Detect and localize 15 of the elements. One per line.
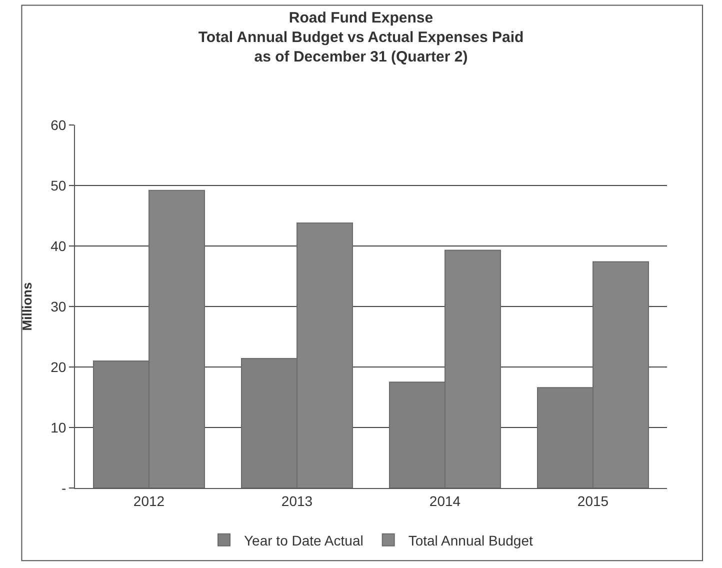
y-tick-label: 30 <box>50 298 66 314</box>
legend-label: Total Annual Budget <box>408 532 533 548</box>
y-axis-title: Millions <box>20 282 35 331</box>
y-tick-label: 40 <box>50 238 66 254</box>
x-tick-label: 2014 <box>429 492 461 509</box>
x-tick-label: 2015 <box>577 492 609 509</box>
x-tick-label: 2012 <box>133 492 165 509</box>
y-tick-label: 10 <box>50 419 66 436</box>
y-tick-label: 20 <box>50 358 66 375</box>
y-tick-label: 50 <box>50 177 66 194</box>
chart-title: Road Fund Expense Total Annual Budget vs Actual Expenses Paid as of December 31 (Quarter 2) <box>198 10 524 66</box>
x-tick-label: 2013 <box>281 492 313 509</box>
y-tick-label: 60 <box>50 116 66 133</box>
y-tick-label: - <box>62 480 67 496</box>
legend-label: Year to Date Actual <box>244 532 364 548</box>
